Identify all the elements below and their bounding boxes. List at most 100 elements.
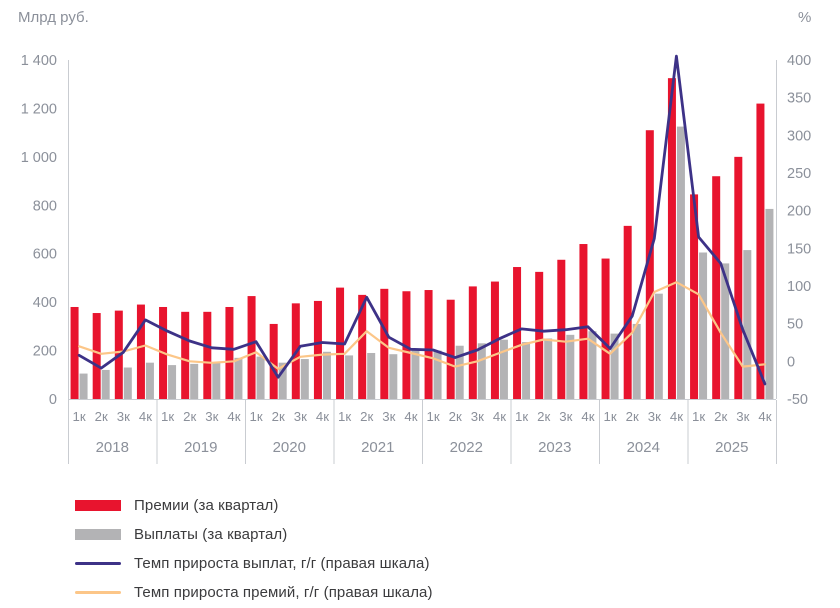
quarter-label: 1к: [427, 409, 440, 424]
bar: [566, 334, 575, 399]
bar: [225, 306, 234, 399]
bar: [601, 258, 610, 399]
right-tick-label: 400: [787, 53, 811, 69]
left-tick-label: 1 200: [21, 101, 57, 117]
year-label: 2021: [361, 439, 394, 456]
bar: [446, 299, 455, 399]
quarter-label: 2к: [449, 409, 462, 424]
bar: [322, 351, 331, 399]
legend-item-payments-growth: Темп прироста выплат, г/г (правая шкала): [75, 552, 433, 574]
right-tick-label: 0: [787, 354, 795, 370]
legend-item-premiums-growth: Темп прироста премий, г/г (правая шкала): [75, 581, 433, 603]
year-label: 2024: [627, 439, 660, 456]
bar: [632, 323, 641, 399]
payments-label: Выплаты (за квартал): [134, 525, 288, 543]
left-tick-label: 1 400: [21, 53, 57, 69]
bar: [358, 294, 367, 399]
bar: [623, 225, 632, 399]
bar: [203, 311, 212, 399]
bar: [579, 244, 588, 399]
bar: [313, 300, 322, 399]
bar: [544, 338, 553, 399]
bar: [734, 156, 743, 399]
legend-item-premiums: Премии (за квартал): [75, 494, 433, 516]
right-tick-label: 350: [787, 91, 811, 107]
right-tick-label: 100: [787, 279, 811, 295]
right-axis-title: %: [798, 9, 811, 26]
bar: [712, 176, 721, 399]
quarter-label: 3к: [205, 409, 218, 424]
right-tick-label: 300: [787, 128, 811, 144]
bar: [278, 362, 287, 399]
quarter-label: 2к: [714, 409, 727, 424]
quarter-label: 3к: [294, 409, 307, 424]
bar: [256, 356, 265, 399]
quarter-label: 1к: [515, 409, 528, 424]
year-label: 2025: [715, 439, 748, 456]
quarter-label: 1к: [250, 409, 263, 424]
bar: [345, 355, 354, 399]
legend: Премии (за квартал) Выплаты (за квартал)…: [75, 494, 433, 603]
premiums-swatch: [75, 499, 121, 511]
quarter-label: 4к: [758, 409, 771, 424]
bar: [477, 343, 486, 399]
bar: [247, 296, 256, 399]
bar: [300, 359, 309, 399]
year-label: 2019: [184, 439, 217, 456]
quarter-label: 3к: [471, 409, 484, 424]
bar: [455, 345, 464, 399]
bar: [513, 267, 522, 399]
premiums-label: Премии (за квартал): [134, 496, 279, 514]
year-label: 2018: [96, 439, 129, 456]
bar: [690, 194, 699, 399]
bar: [389, 354, 398, 399]
bar: [588, 331, 597, 399]
left-tick-label: 1 000: [21, 150, 57, 166]
bar: [269, 323, 278, 399]
quarter-label: 4к: [493, 409, 506, 424]
bar: [721, 263, 730, 399]
left-tick-label: 200: [33, 344, 57, 360]
bar: [411, 350, 420, 399]
quarter-label: 4к: [139, 409, 152, 424]
bar: [92, 313, 101, 399]
bar: [610, 333, 619, 399]
growth-lines: [77, 54, 767, 386]
bar: [424, 290, 433, 399]
quarter-label: 4к: [404, 409, 417, 424]
bar: [468, 286, 477, 399]
quarter-label: 3к: [117, 409, 130, 424]
quarter-label: 3к: [559, 409, 572, 424]
quarter-label: 2к: [95, 409, 108, 424]
bar: [190, 363, 199, 399]
payments-growth-line: [77, 54, 767, 386]
bar: [433, 350, 442, 399]
right-tick-label: 200: [787, 204, 811, 220]
axes: 0 200 400 600 800 1 000 1 200 1 400 -50 0 50 100 150…: [21, 53, 812, 408]
bar: [123, 367, 132, 399]
year-label: 2022: [450, 439, 483, 456]
premiums-growth-line: [77, 281, 767, 370]
quarter-label: 2к: [272, 409, 285, 424]
bar: [522, 342, 531, 399]
bar: [101, 369, 110, 399]
payments-growth-swatch: [75, 561, 121, 565]
premiums-growth-label: Темп прироста премий, г/г (правая шкала): [134, 583, 433, 601]
left-tick-label: 800: [33, 198, 57, 214]
quarter-label: 1к: [73, 409, 86, 424]
bar: [667, 78, 676, 400]
payments-swatch: [75, 528, 121, 540]
quarter-label: 4к: [316, 409, 329, 424]
bar: [499, 339, 508, 399]
bar: [136, 304, 145, 399]
quarter-label: 2к: [537, 409, 550, 424]
bar: [367, 352, 376, 399]
bar: [145, 362, 154, 399]
bar: [181, 311, 190, 399]
left-tick-label: 0: [49, 392, 57, 408]
right-tick-label: 50: [787, 317, 803, 333]
right-tick-label: 150: [787, 241, 811, 257]
quarter-label: 4к: [581, 409, 594, 424]
bar: [212, 362, 221, 399]
